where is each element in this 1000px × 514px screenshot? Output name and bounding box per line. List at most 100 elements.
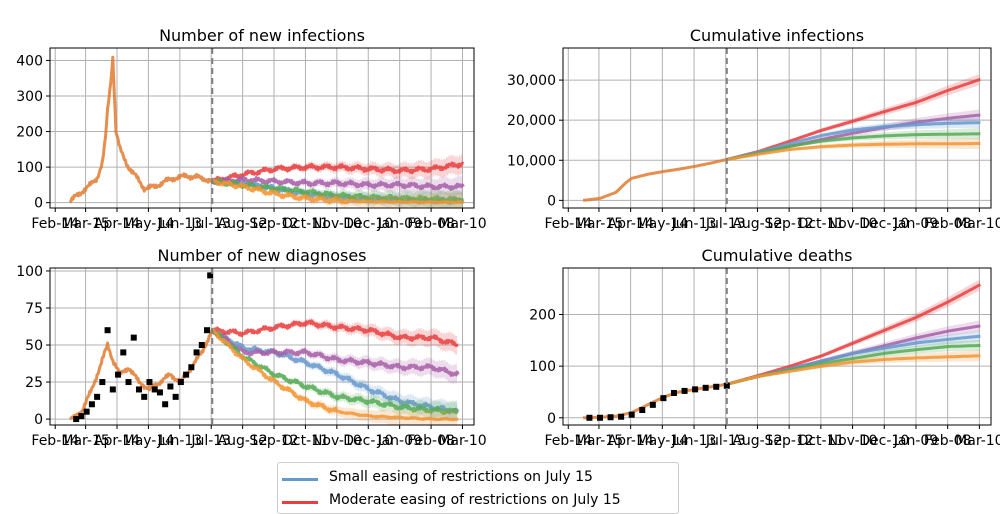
- panel-2: Number of new diagnoses0255075100Feb-14M…: [16, 246, 486, 449]
- chart-figure: Number of new infections 0 100 200 300 400 Feb…: [16, 26, 1000, 449]
- legend-item-moderate: Moderate easing of restrictions on July …: [278, 490, 678, 512]
- x-tick-label: Feb-14: [544, 216, 592, 232]
- panel-1: Cumulative infections 0 10,000 20,000 30,000…: [507, 26, 1000, 232]
- x-tick-label: Mar-10: [438, 433, 486, 449]
- y-tick-label: 75: [25, 301, 43, 317]
- observed-point: [204, 327, 211, 334]
- observed-point: [146, 379, 153, 386]
- observed-point: [198, 342, 205, 349]
- series-line-small: [210, 328, 460, 415]
- observed-point: [120, 349, 127, 356]
- observed-point: [73, 416, 80, 423]
- x-tick-label: Jun-13: [156, 216, 202, 232]
- observed-point: [104, 327, 111, 334]
- x-tick-label: Mar-15: [61, 216, 109, 232]
- x-tick-label: Dec-10: [343, 433, 393, 449]
- x-tick-label: May-14: [637, 433, 689, 449]
- observed-point: [151, 386, 158, 393]
- y-tick-label: 200: [16, 125, 43, 141]
- x-tick-label: Mar-15: [575, 433, 623, 449]
- x-tick-label: Jan-09: [893, 433, 938, 449]
- x-tick-label: Jun-13: [671, 433, 717, 449]
- observed-point: [607, 414, 614, 421]
- observed-point: [207, 272, 214, 279]
- y-tick-label: 50: [25, 338, 43, 354]
- x-tick-label: Dec-10: [343, 216, 393, 232]
- observed-point: [167, 383, 174, 390]
- x-tick-label: Jul-13: [705, 216, 746, 232]
- x-tick-label: Nov-10: [312, 216, 362, 232]
- x-tick-label: Nov-10: [312, 433, 362, 449]
- observed-point: [702, 384, 709, 391]
- observed-point: [99, 379, 106, 386]
- x-tick-label: Jan-09: [376, 433, 421, 449]
- observed-point: [125, 379, 132, 386]
- x-tick-label: Feb-08: [924, 216, 972, 232]
- y-tick-label: 0: [547, 411, 556, 427]
- x-tick-label: Mar-10: [955, 216, 1000, 232]
- series-band-small: [726, 117, 980, 160]
- series-line-orange: [210, 177, 464, 205]
- observed-point: [713, 383, 720, 390]
- y-tick-label: 300: [16, 89, 43, 105]
- x-tick-label: Jun-13: [671, 216, 717, 232]
- x-tick-label: Jul-13: [705, 433, 746, 449]
- observed-point: [78, 413, 85, 420]
- series-line-orange: [726, 141, 981, 161]
- x-tick-label: Mar-10: [438, 216, 486, 232]
- x-tick-label: Jul-13: [190, 216, 231, 232]
- series-line-orange: [211, 327, 459, 422]
- x-tick-label: Apr-14: [94, 216, 140, 232]
- legend: Small easing of restrictions on July 15 …: [277, 462, 679, 514]
- observed-point: [135, 386, 142, 393]
- x-tick-label: Sep-12: [249, 433, 298, 449]
- y-tick-label: 200: [529, 307, 556, 323]
- observed-point: [586, 414, 593, 421]
- x-tick-label: Apr-14: [608, 433, 654, 449]
- x-tick-label: Apr-14: [608, 216, 654, 232]
- x-tick-label: Jan-09: [376, 216, 421, 232]
- observed-point: [670, 389, 677, 396]
- x-tick-label: Dec-10: [859, 433, 909, 449]
- y-tick-label: 400: [16, 53, 43, 69]
- y-tick-label: 25: [25, 375, 43, 391]
- observed-point: [177, 379, 184, 386]
- legend-item-small: Small easing of restrictions on July 15: [278, 467, 678, 489]
- observed-point: [193, 349, 200, 356]
- observed-point: [596, 414, 603, 421]
- x-tick-label: Apr-14: [94, 433, 140, 449]
- plot-area: [68, 55, 465, 208]
- x-tick-label: Oct-11: [797, 216, 844, 232]
- observed-point: [115, 371, 122, 378]
- observed-point: [88, 401, 95, 408]
- y-tick-label: 0: [547, 193, 556, 209]
- series-band-moderate: [212, 317, 458, 355]
- observed-point: [692, 386, 699, 393]
- x-tick-label: Mar-10: [955, 433, 1000, 449]
- axes-frame: [562, 267, 992, 426]
- observed-point: [618, 413, 625, 420]
- x-tick-label: Oct-11: [282, 433, 329, 449]
- x-tick-label: Nov-10: [828, 216, 878, 232]
- series-line-baseline: [582, 158, 728, 202]
- x-tick-label: Jun-13: [156, 433, 202, 449]
- y-tick-label: 100: [16, 160, 43, 176]
- legend-label-moderate: Moderate easing of restrictions on July …: [329, 492, 621, 508]
- observed-point: [188, 364, 195, 371]
- series-line-moderate: [211, 161, 465, 184]
- series-band-orange: [212, 329, 458, 425]
- observed-point: [83, 408, 90, 415]
- observed-point: [660, 395, 667, 402]
- panel-title: Cumulative deaths: [702, 246, 853, 265]
- y-tick-label: 100: [529, 359, 556, 375]
- x-tick-label: Oct-11: [797, 433, 844, 449]
- y-tick-label: 100: [16, 264, 43, 280]
- x-tick-label: Feb-08: [407, 433, 455, 449]
- x-tick-label: Feb-08: [407, 216, 455, 232]
- axes-frame: [562, 47, 992, 209]
- series-line-green: [210, 329, 459, 416]
- x-tick-label: Aug-12: [732, 433, 782, 449]
- panel-3: Cumulative deaths 0 100 200 Feb-14Mar-15Apr-…: [529, 246, 1000, 449]
- series-line-orange: [726, 354, 981, 386]
- x-tick-label: Mar-15: [575, 216, 623, 232]
